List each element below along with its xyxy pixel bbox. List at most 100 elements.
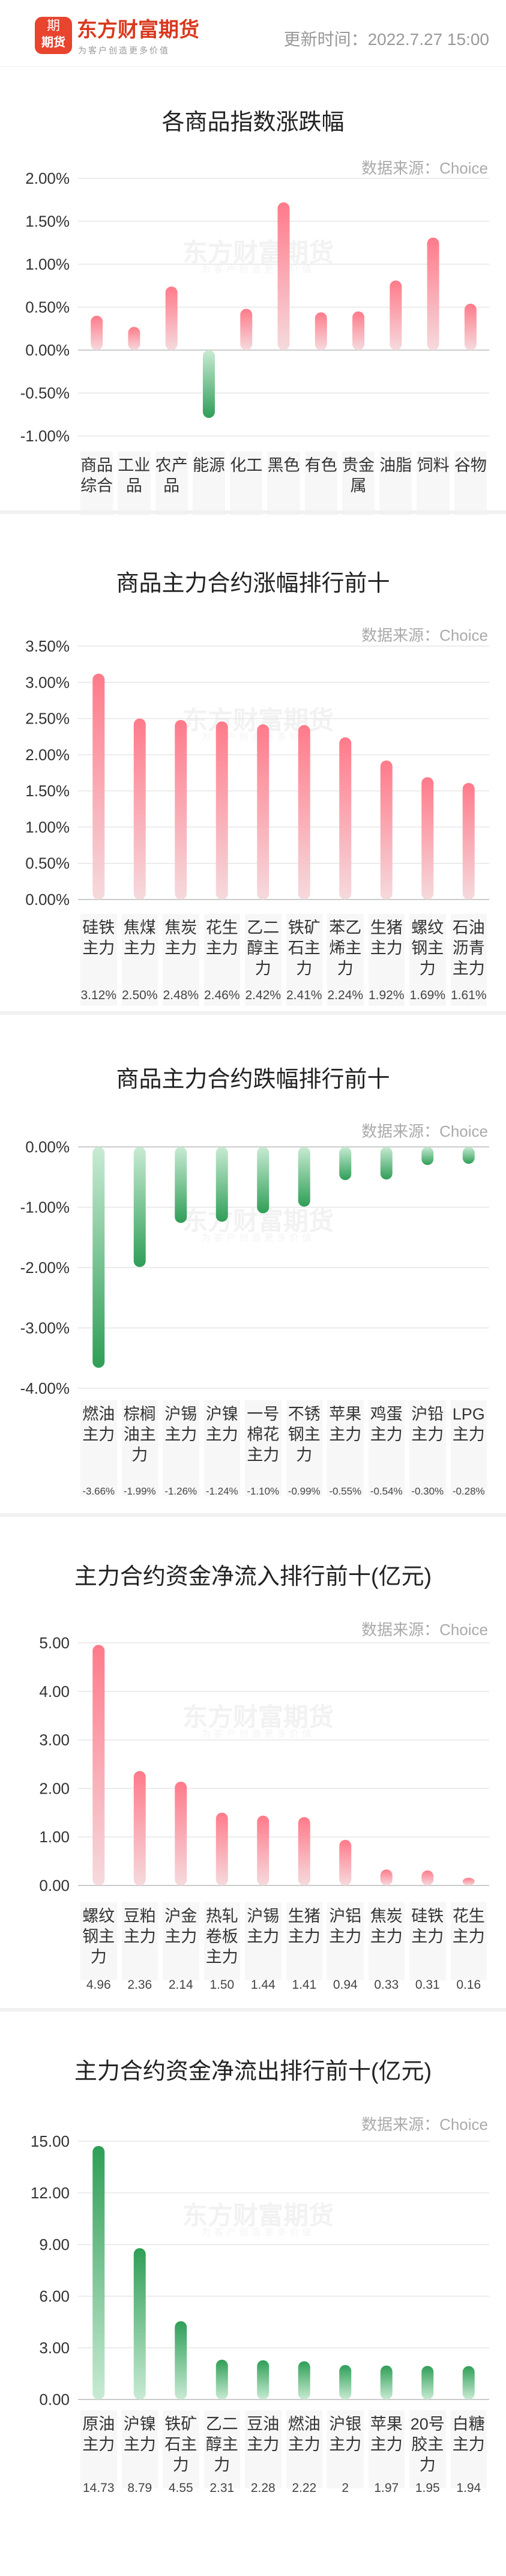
value-label: 2.48% xyxy=(163,988,199,1002)
x-category-label: 生猪 主力 xyxy=(286,1902,322,1980)
x-category-label: 乙二 醇主力 xyxy=(245,914,282,1006)
bar xyxy=(380,1147,393,1180)
x-category-label: 沪镍 主力 xyxy=(203,1400,240,1496)
bar xyxy=(175,719,187,899)
value-label: 2.14 xyxy=(168,1978,193,1992)
bar xyxy=(390,280,402,350)
brand-slogan: 为客户创造更多价值 xyxy=(78,46,170,55)
x-category-label: 苹果 主力 xyxy=(368,2410,405,2488)
x-category-label: 石油 沥青 主力 xyxy=(450,914,487,1006)
logo-bottom-text: 期货 xyxy=(41,36,65,49)
x-category-label: 沪锡 主力 xyxy=(245,1902,282,1980)
y-tick-label: 0.00 xyxy=(39,2390,70,2408)
y-tick-label: 0.00% xyxy=(25,341,70,359)
value-label: 1.69% xyxy=(409,988,446,1002)
y-tick-label: 1.00 xyxy=(39,1828,70,1846)
value-label: -1.24% xyxy=(205,1486,238,1497)
value-label: 2.42% xyxy=(245,988,282,1002)
section-divider xyxy=(0,2008,506,2012)
value-label: 2 xyxy=(342,2481,349,2495)
y-tick-label: 4.00 xyxy=(39,1683,70,1701)
x-category-label: 沪锡 主力 xyxy=(163,1400,199,1496)
x-category-label: 鸡蛋 主力 xyxy=(368,1400,405,1496)
bar xyxy=(462,1147,475,1164)
bar xyxy=(421,1147,434,1166)
bar xyxy=(257,1147,270,1214)
bar xyxy=(215,1812,228,1885)
bar xyxy=(315,312,327,350)
bar xyxy=(92,1645,105,1885)
watermark-slogan: 为客户创造更多价值 xyxy=(201,1233,315,1243)
x-category-label: 沪镍 主力 xyxy=(121,2410,158,2488)
y-tick-label: 0.50% xyxy=(25,854,70,872)
chart-title: 各商品指数涨跌幅 xyxy=(161,110,345,135)
bar xyxy=(462,2366,475,2399)
value-label: 0.31 xyxy=(415,1978,440,1992)
x-category-label: 原油 主力 xyxy=(80,2410,117,2488)
bar xyxy=(215,2359,228,2399)
value-label: 1.95 xyxy=(415,2481,440,2495)
x-category-label: 沪铝 主力 xyxy=(327,1902,364,1980)
y-tick-label: 1.50% xyxy=(25,213,70,231)
value-label: -0.54% xyxy=(370,1486,403,1497)
bar xyxy=(165,286,178,350)
y-tick-label: 1.50% xyxy=(25,782,70,800)
x-category-label: 铁矿 石主力 xyxy=(286,914,322,1006)
bar xyxy=(421,2366,434,2399)
y-tick-label: 3.00 xyxy=(39,2339,70,2357)
x-category-label: 一号 棉花 主力 xyxy=(245,1400,282,1496)
value-label: 4.55 xyxy=(168,2481,193,2495)
bar xyxy=(380,1869,393,1885)
y-tick-label: 6.00 xyxy=(39,2287,70,2305)
x-category-label: 豆粕 主力 xyxy=(121,1902,158,1980)
update-time: 更新时间：2022.7.27 15:00 xyxy=(283,30,489,49)
bar xyxy=(133,1147,146,1267)
x-category-label: 生猪 主力 xyxy=(368,914,405,1006)
x-category-label: 花生 主力 xyxy=(450,1902,487,1980)
bar xyxy=(427,237,439,350)
bar xyxy=(91,315,103,350)
value-label: -1.26% xyxy=(164,1486,197,1497)
y-tick-label: 9.00 xyxy=(39,2236,70,2254)
y-tick-label: -1.00% xyxy=(20,1199,70,1217)
watermark-logo: 东方财富期货 xyxy=(182,238,334,267)
bar xyxy=(298,1817,310,1885)
bar xyxy=(240,309,253,350)
data-source-label: 数据来源：Choice xyxy=(361,2115,488,2133)
value-label: -3.66% xyxy=(82,1486,115,1497)
bar xyxy=(462,1878,475,1885)
x-category-label: 豆油 主力 xyxy=(245,2410,282,2488)
value-label: -0.30% xyxy=(411,1486,444,1497)
x-category-label: 棕榈 油主力 xyxy=(121,1400,158,1496)
brand-name: 东方财富期货 xyxy=(77,18,199,42)
value-label: 2.31 xyxy=(209,2481,235,2495)
x-category-label: 苯乙 烯主力 xyxy=(327,914,364,1006)
x-category-label: 螺纹 钢主力 xyxy=(409,914,446,1006)
bar xyxy=(128,327,140,350)
y-tick-label: -1.00% xyxy=(20,427,70,445)
value-label: 0.94 xyxy=(333,1978,358,1992)
x-category-label: 硅铁 主力 xyxy=(409,1902,446,1980)
y-tick-label: -2.00% xyxy=(20,1259,70,1277)
value-label: 4.96 xyxy=(86,1978,111,1992)
data-source-label: 数据来源：Choice xyxy=(361,1122,488,1140)
y-tick-label: 0.50% xyxy=(25,298,70,316)
app-header: 期 期货 东方财富期货 为客户创造更多价值 更新时间：2022.7.27 15:… xyxy=(0,0,506,67)
x-category-label: 焦炭 主力 xyxy=(163,914,199,1006)
bar xyxy=(92,2145,105,2399)
bar xyxy=(298,1147,310,1207)
value-label: -0.28% xyxy=(452,1486,485,1497)
value-label: 1.97 xyxy=(374,2481,399,2495)
value-label: 2.46% xyxy=(203,988,240,1002)
bar-chart: 2.00% 1.50% 1.00% 0.50% 0.00% -0.50% -1.00% xyxy=(20,169,489,445)
x-category-label: LPG 主力 xyxy=(450,1400,487,1496)
bar xyxy=(462,782,475,899)
bar xyxy=(133,2248,146,2399)
x-category-label: 花生 主力 xyxy=(203,914,240,1006)
value-label: 3.12% xyxy=(80,988,117,1002)
chart-title: 主力合约资金净流出排行前十(亿元) xyxy=(74,2059,432,2084)
x-category-label: 20号 胶主力 xyxy=(409,2410,446,2488)
bar xyxy=(277,202,290,350)
chart-section-4: 主力合约资金净流入排行前十(亿元) 数据来源：Choice 东方财富期货 为客户创造更… xyxy=(0,1518,506,2008)
y-tick-label: 12.00 xyxy=(31,2184,70,2202)
